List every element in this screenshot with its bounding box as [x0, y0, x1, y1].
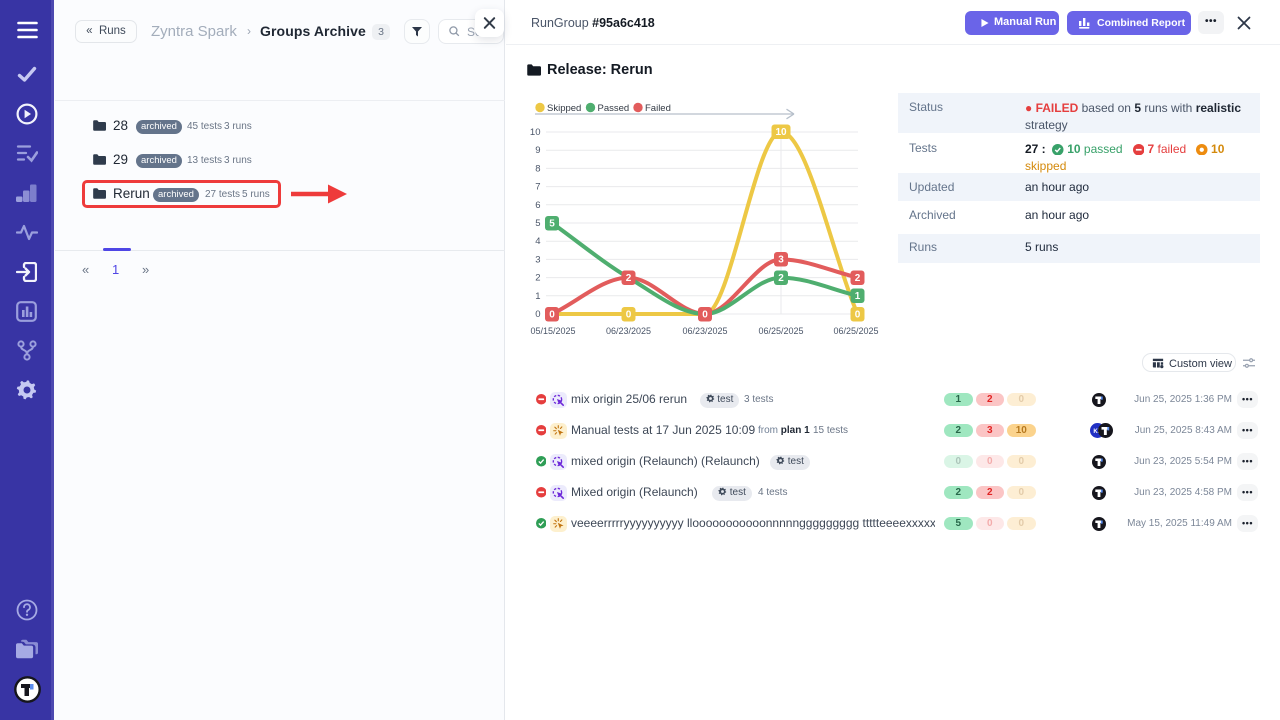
svg-text:2: 2 — [855, 273, 861, 284]
svg-text:6: 6 — [535, 200, 540, 211]
svg-text:2: 2 — [626, 273, 632, 284]
svg-text:0: 0 — [702, 310, 708, 321]
svg-text:0: 0 — [549, 310, 555, 321]
svg-text:KE: KE — [1093, 429, 1101, 435]
svg-text:0: 0 — [855, 310, 861, 321]
svg-text:Failed: Failed — [645, 103, 671, 114]
svg-text:7: 7 — [535, 182, 540, 193]
svg-text:5: 5 — [535, 218, 540, 229]
svg-text:Skipped: Skipped — [547, 103, 581, 114]
svg-text:06/25/2025: 06/25/2025 — [833, 326, 878, 336]
svg-text:1: 1 — [535, 291, 540, 302]
svg-text:10: 10 — [775, 127, 787, 138]
svg-text:2: 2 — [535, 273, 540, 284]
svg-text:4: 4 — [535, 236, 540, 247]
svg-text:Passed: Passed — [598, 103, 630, 114]
svg-text:0: 0 — [626, 310, 632, 321]
svg-text:2: 2 — [778, 273, 784, 284]
svg-text:06/23/2025: 06/23/2025 — [606, 326, 651, 336]
svg-text:05/15/2025: 05/15/2025 — [530, 326, 575, 336]
svg-text:0: 0 — [535, 309, 540, 320]
svg-text:3: 3 — [778, 255, 784, 266]
svg-text:1: 1 — [855, 291, 861, 302]
svg-text:06/25/2025: 06/25/2025 — [758, 326, 803, 336]
svg-text:9: 9 — [535, 145, 540, 156]
svg-text:06/23/2025: 06/23/2025 — [682, 326, 727, 336]
svg-text:10: 10 — [530, 127, 541, 138]
svg-text:5: 5 — [549, 219, 555, 230]
svg-text:8: 8 — [535, 163, 540, 174]
svg-text:3: 3 — [535, 254, 540, 265]
